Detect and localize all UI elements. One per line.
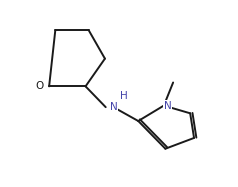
Text: N: N	[164, 101, 172, 111]
Text: O: O	[35, 81, 43, 91]
Text: H: H	[120, 91, 128, 101]
Text: N: N	[109, 102, 117, 112]
